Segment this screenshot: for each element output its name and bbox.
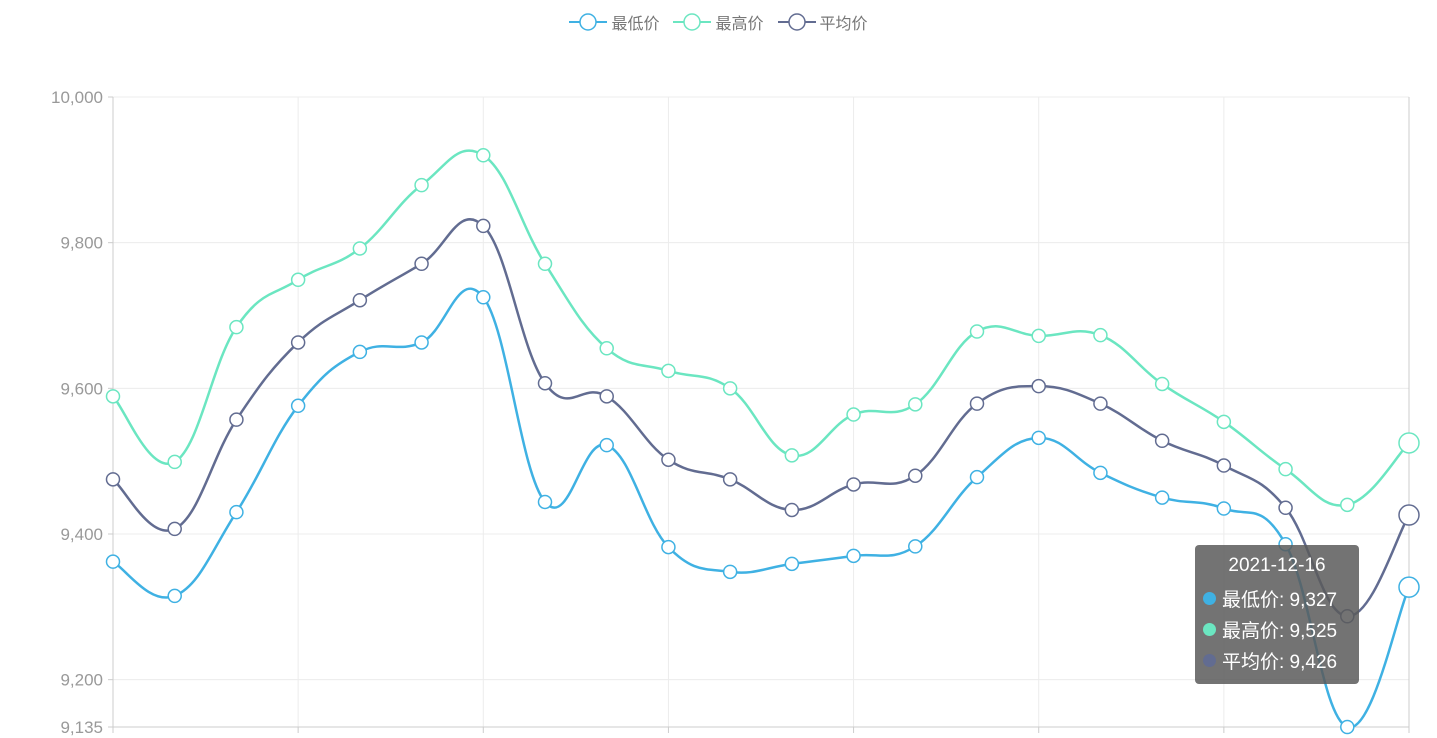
data-point (846, 548, 861, 564)
y-tick-label: 10,000 (51, 88, 103, 107)
legend-label: 最低价 (611, 16, 660, 33)
legend-item-low[interactable]: 最低价 (569, 10, 659, 34)
data-point (290, 335, 306, 350)
data-point (846, 407, 861, 422)
data-point (1093, 396, 1108, 411)
data-point (352, 241, 368, 256)
data-point (1093, 327, 1108, 343)
legend-item-avg[interactable]: 平均价 (777, 10, 868, 34)
data-point (722, 381, 738, 396)
tooltip-row-text: 最低价: 9,327 (1222, 590, 1338, 611)
y-tick-label: 9,600 (60, 379, 103, 398)
y-tick-label: 9,200 (60, 671, 103, 690)
data-point (1154, 433, 1170, 449)
data-point (290, 272, 306, 288)
data-point (229, 504, 244, 520)
data-point (105, 472, 121, 487)
data-point (1154, 376, 1170, 392)
line-circle-icon (777, 13, 816, 31)
data-point (661, 539, 676, 555)
data-point (352, 292, 368, 308)
data-point (1031, 430, 1046, 446)
data-point (1216, 501, 1232, 516)
data-point (167, 521, 182, 537)
line-circle-icon (569, 13, 608, 31)
data-point (1216, 414, 1232, 430)
legend: 最低价 最高价 平均价 (0, 10, 1437, 34)
data-point (784, 556, 800, 572)
data-point (414, 256, 429, 272)
tooltip-row-text: 平均价: 9,426 (1222, 652, 1338, 673)
data-point (1278, 500, 1293, 516)
data-point (105, 554, 121, 569)
data-point (229, 319, 244, 335)
data-point (661, 452, 676, 467)
data-point (476, 148, 491, 163)
data-point (908, 397, 923, 412)
axes: 10,000 9,800 9,600 9,400 9,200 9,135 (51, 88, 1410, 737)
data-point (1340, 719, 1355, 735)
data-point (414, 335, 429, 350)
data-point (969, 324, 985, 339)
data-point (1031, 328, 1046, 344)
data-point (352, 344, 368, 360)
data-point (476, 218, 491, 234)
data-point (1398, 504, 1420, 526)
series-line (112, 149, 1410, 507)
data-point (1278, 461, 1293, 477)
tooltip: 2021-12-16 最低价: 9,327 最高价: 9,525 平均价: 9,… (1195, 545, 1359, 684)
data-point (414, 177, 429, 193)
legend-label: 最高价 (715, 16, 764, 33)
series-dot-icon (1203, 654, 1216, 667)
data-point (784, 448, 800, 463)
data-point (969, 469, 985, 485)
data-point (908, 539, 923, 554)
data-point (1216, 458, 1232, 473)
tooltip-row: 最低价: 9,327 (1203, 583, 1351, 614)
data-point (661, 363, 676, 379)
data-point (537, 494, 553, 510)
data-point (167, 588, 182, 604)
data-point (167, 454, 182, 470)
data-point (599, 437, 614, 453)
data-point (229, 412, 244, 427)
series-dot-icon (1203, 592, 1216, 605)
data-point (969, 396, 985, 411)
tooltip-row: 最高价: 9,525 (1203, 614, 1351, 645)
data-point (846, 477, 861, 492)
data-point (1031, 378, 1046, 394)
data-point (599, 389, 614, 404)
data-point (1154, 490, 1170, 505)
data-point (908, 468, 923, 483)
data-point (722, 564, 738, 580)
y-tick-label: 9,135 (60, 718, 103, 737)
data-point (599, 341, 614, 356)
data-point (537, 375, 553, 391)
data-point (290, 398, 306, 414)
data-point (784, 502, 800, 518)
tooltip-row-text: 最高价: 9,525 (1222, 621, 1338, 642)
line-circle-icon (673, 13, 712, 31)
legend-item-high[interactable]: 最高价 (673, 10, 764, 34)
data-point (1398, 576, 1420, 598)
y-tick-label: 9,400 (60, 525, 103, 544)
y-tick-label: 9,800 (60, 234, 103, 253)
series-dot-icon (1203, 623, 1216, 636)
data-point (1398, 432, 1420, 454)
data-points (105, 148, 1420, 735)
tooltip-title: 2021-12-16 (1228, 555, 1326, 576)
data-point (537, 256, 553, 272)
tooltip-row: 平均价: 9,426 (1203, 645, 1351, 676)
data-point (476, 290, 491, 305)
data-point (722, 472, 738, 487)
legend-label: 平均价 (819, 16, 868, 33)
data-point (1340, 497, 1355, 513)
data-point (1093, 465, 1108, 481)
data-point (105, 389, 121, 404)
